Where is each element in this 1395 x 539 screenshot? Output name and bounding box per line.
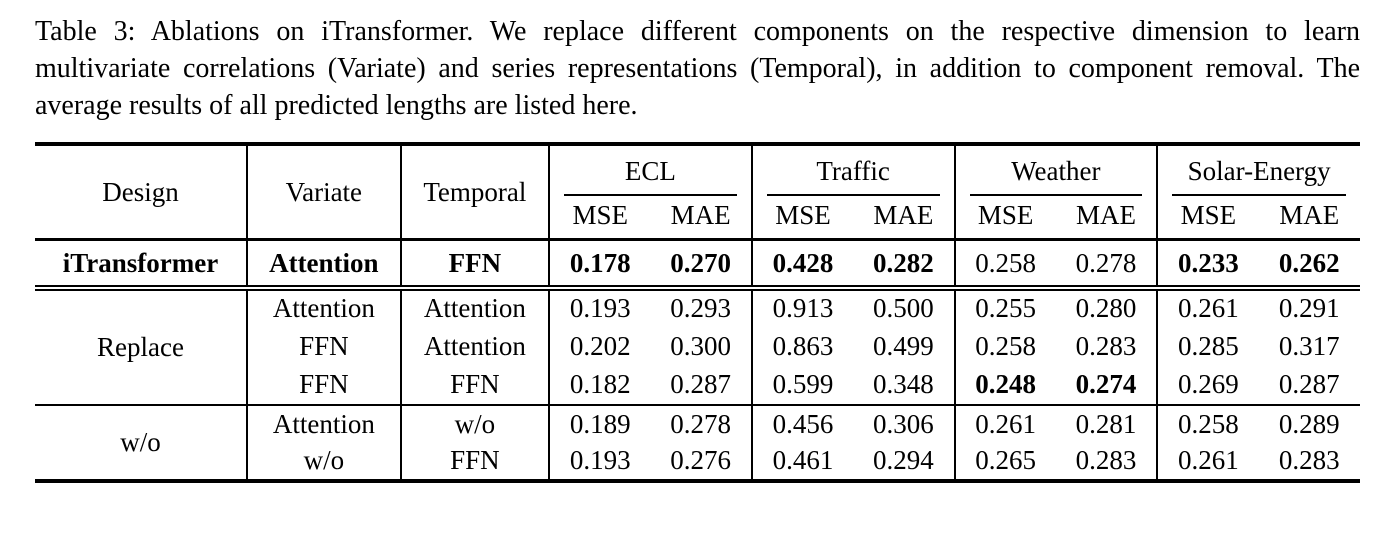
- header-group-row: Design Variate Temporal ECL Traffic Weat…: [35, 143, 1360, 240]
- metric-value: 0.317: [1278, 330, 1340, 361]
- metric-value: 0.282: [853, 239, 956, 288]
- table-row: w/o FFN 0.193 0.276 0.461 0.294 0.265 0.…: [35, 442, 1360, 481]
- metric-value: 0.283: [1055, 326, 1159, 366]
- cell-temporal: FFN: [400, 239, 551, 288]
- cell-temporal: Attention: [400, 326, 551, 366]
- cell-design: iTransformer: [35, 239, 248, 288]
- metric-value: 0.300: [650, 326, 753, 366]
- group-label-traffic: Traffic: [766, 156, 940, 196]
- metric-value: 0.289: [1278, 408, 1340, 439]
- section-replace: Replace Attention Attention 0.193 0.293 …: [35, 287, 1360, 405]
- col-header-traffic-mse: MSE: [775, 199, 831, 230]
- cell-variate: FFN: [246, 326, 402, 366]
- cell-temporal: FFN: [400, 365, 551, 405]
- metric-value: 0.348: [853, 365, 956, 405]
- metric-value: 0.499: [853, 326, 956, 366]
- section-label-replace: Replace: [35, 287, 248, 405]
- metric-value: 0.283: [1278, 445, 1340, 476]
- table-row: FFN Attention 0.202 0.300 0.863 0.499 0.…: [35, 326, 1360, 366]
- group-label-solar-energy: Solar-Energy: [1172, 156, 1346, 196]
- metric-value: 0.428: [772, 247, 834, 278]
- group-label-ecl: ECL: [564, 156, 737, 196]
- metric-value: 0.261: [1178, 293, 1239, 324]
- metric-value: 0.281: [1055, 404, 1159, 443]
- table-row-itransformer: iTransformer Attention FFN 0.178 0.270 0…: [35, 239, 1360, 288]
- table-row: Replace Attention Attention 0.193 0.293 …: [35, 287, 1360, 405]
- metric-value: 0.248: [975, 369, 1037, 400]
- cell-variate: Attention: [246, 287, 402, 327]
- col-group-ecl: ECL: [549, 143, 753, 196]
- cell-variate: w/o: [246, 442, 402, 481]
- section-without: w/o Attention w/o 0.189 0.278 0.456 0.30…: [35, 404, 1360, 481]
- metric-value: 0.270: [650, 239, 753, 288]
- section-label-wo: w/o: [35, 404, 248, 481]
- metric-value: 0.261: [1178, 445, 1239, 476]
- col-header-temporal: Temporal: [400, 143, 551, 240]
- cell-temporal: Attention: [400, 287, 551, 327]
- header-metric-row: MSE MAE MSE MAE MSE MAE MSE MAE: [35, 195, 1360, 240]
- metric-value: 0.278: [1055, 239, 1159, 288]
- metric-value: 0.278: [650, 404, 753, 443]
- metric-value: 0.294: [853, 442, 956, 481]
- metric-value: 0.287: [1278, 369, 1340, 400]
- metric-value: 0.456: [772, 408, 834, 439]
- metric-value: 0.291: [1278, 293, 1340, 324]
- metric-value: 0.255: [975, 293, 1037, 324]
- metric-value: 0.274: [1055, 365, 1159, 405]
- metric-value: 0.182: [569, 369, 631, 400]
- metric-value: 0.265: [975, 445, 1037, 476]
- cell-temporal: w/o: [400, 404, 551, 443]
- metric-value: 0.276: [650, 442, 753, 481]
- ablation-table: Design Variate Temporal ECL Traffic Weat…: [35, 141, 1360, 483]
- metric-value: 0.863: [772, 330, 834, 361]
- metric-value: 0.283: [1055, 442, 1159, 481]
- table-header: Design Variate Temporal ECL Traffic Weat…: [35, 143, 1360, 240]
- cell-variate: FFN: [246, 365, 402, 405]
- col-header-ecl-mae: MAE: [650, 195, 753, 240]
- col-header-solar-mae: MAE: [1279, 199, 1340, 230]
- group-label-weather: Weather: [969, 156, 1143, 196]
- table-caption: Table 3: Ablations on iTransformer. We r…: [35, 16, 1360, 121]
- col-header-design: Design: [35, 143, 248, 240]
- metric-value: 0.287: [650, 365, 753, 405]
- metric-value: 0.461: [772, 445, 834, 476]
- col-header-weather-mse: MSE: [977, 199, 1034, 230]
- metric-value: 0.293: [650, 287, 753, 327]
- metric-value: 0.178: [569, 247, 631, 278]
- metric-value: 0.599: [772, 369, 834, 400]
- metric-value: 0.258: [1178, 408, 1239, 439]
- col-header-weather-mae: MAE: [1055, 195, 1159, 240]
- col-header-variate: Variate: [246, 143, 402, 240]
- metric-value: 0.258: [975, 247, 1037, 278]
- col-group-weather: Weather: [954, 143, 1159, 196]
- metric-value: 0.202: [569, 330, 631, 361]
- col-header-ecl-mse: MSE: [572, 199, 628, 230]
- metric-value: 0.261: [975, 408, 1037, 439]
- metric-value: 0.500: [853, 287, 956, 327]
- metric-value: 0.913: [772, 293, 834, 324]
- metric-value: 0.193: [569, 293, 631, 324]
- col-header-traffic-mae: MAE: [853, 195, 956, 240]
- metric-value: 0.233: [1178, 247, 1239, 278]
- metric-value: 0.189: [569, 408, 631, 439]
- metric-value: 0.285: [1178, 330, 1239, 361]
- table-row: w/o Attention w/o 0.189 0.278 0.456 0.30…: [35, 404, 1360, 481]
- metric-value: 0.269: [1178, 369, 1239, 400]
- metric-value: 0.258: [975, 330, 1037, 361]
- metric-value: 0.306: [853, 404, 956, 443]
- metric-value: 0.280: [1055, 287, 1159, 327]
- col-group-solar-energy: Solar-Energy: [1157, 144, 1360, 196]
- cell-temporal: FFN: [400, 442, 551, 481]
- table-row: FFN FFN 0.182 0.287 0.599 0.348 0.248 0.…: [35, 365, 1360, 405]
- metric-value: 0.193: [569, 445, 631, 476]
- metric-value: 0.262: [1278, 247, 1340, 278]
- col-group-traffic: Traffic: [751, 143, 956, 196]
- cell-variate: Attention: [246, 404, 402, 443]
- section-itransformer: iTransformer Attention FFN 0.178 0.270 0…: [35, 239, 1360, 288]
- cell-variate: Attention: [246, 239, 402, 288]
- col-header-solar-mse: MSE: [1180, 199, 1237, 230]
